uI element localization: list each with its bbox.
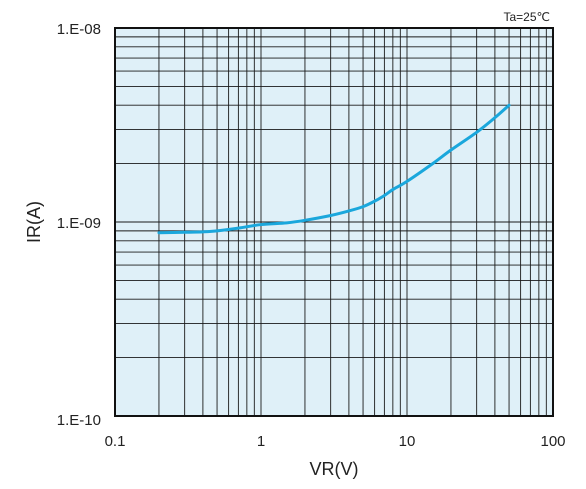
x-tick-label-0.1: 0.1 [105,433,126,450]
y-tick-label-mid: 1.E-09 [57,215,101,232]
y-tick-label-bottom: 1.E-10 [57,412,101,429]
series-line-0 [157,103,511,235]
x-tick-label-1: 1 [257,433,265,450]
grid [115,28,553,416]
plot-frame [114,27,554,417]
x-tick-label-100: 100 [540,433,565,450]
series-layer [157,103,511,235]
y-tick-label-top: 1.E-08 [57,21,101,38]
x-axis-title: VR(V) [310,459,359,479]
x-tick-label-10: 10 [399,433,416,450]
condition-label: Ta=25℃ [503,10,550,24]
y-axis-title: IR(A) [24,201,44,243]
